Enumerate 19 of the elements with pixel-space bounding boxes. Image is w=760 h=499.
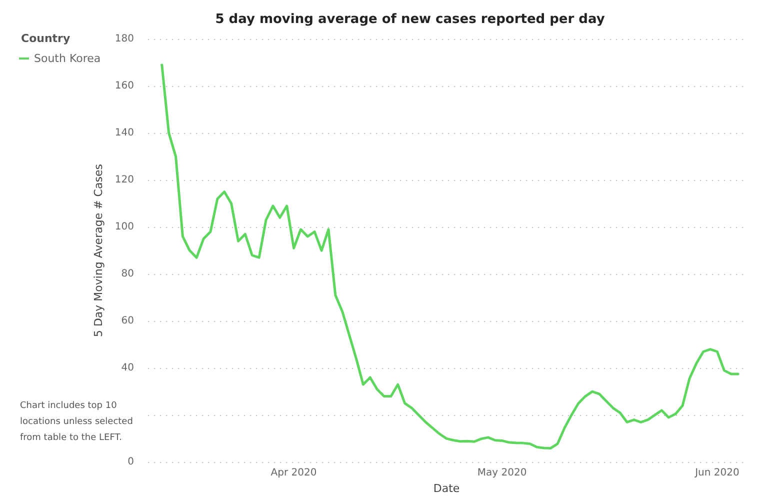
line-series <box>160 64 740 450</box>
y-axis-title: 5 Day Moving Average # Cases <box>92 164 106 338</box>
y-tick-label: 40 <box>121 362 134 374</box>
legend-label: South Korea <box>34 52 101 65</box>
y-tick-label: 120 <box>114 174 134 186</box>
y-tick-label: 140 <box>114 128 134 139</box>
x-tick-label: Jun 2020 <box>694 468 740 479</box>
chart-title: 5 day moving average of new cases reported per day <box>215 12 606 27</box>
x-axis-title: Date <box>433 482 460 495</box>
y-tick-label: 60 <box>121 316 134 327</box>
text: Chart includes top 10 locations unless selected from table to the LEFT. <box>20 401 136 443</box>
y-tick-label: 100 <box>114 222 134 233</box>
x-tick-label: May 2020 <box>477 468 527 479</box>
x-tick-label: Apr 2020 <box>270 468 317 479</box>
y-tick-label: 0 <box>128 456 134 468</box>
legend-title: Country <box>21 32 70 45</box>
y-tick-label: 160 <box>114 80 134 92</box>
y-tick-label: 180 <box>114 34 134 44</box>
y-tick-label: 80 <box>121 268 134 280</box>
